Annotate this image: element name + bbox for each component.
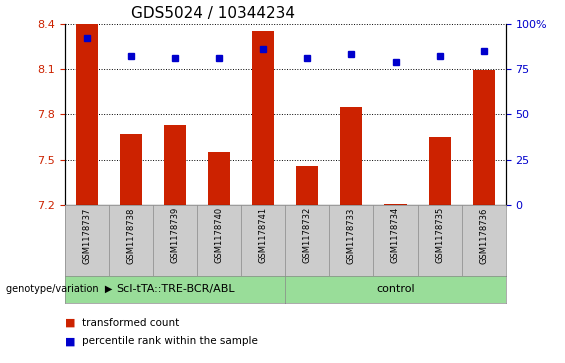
Bar — [384, 204, 406, 205]
Text: genotype/variation  ▶: genotype/variation ▶ — [6, 285, 112, 294]
Text: GSM1178741: GSM1178741 — [259, 207, 268, 263]
Bar — [252, 31, 275, 205]
Bar — [164, 125, 186, 205]
Bar — [472, 70, 494, 205]
Text: GSM1178739: GSM1178739 — [171, 207, 180, 264]
Text: ■: ■ — [65, 318, 76, 328]
Bar — [428, 137, 451, 205]
Bar — [340, 107, 363, 205]
Text: control: control — [376, 285, 415, 294]
Bar — [208, 152, 231, 205]
Text: GSM1178732: GSM1178732 — [303, 207, 312, 264]
Bar — [120, 134, 142, 205]
Text: GDS5024 / 10344234: GDS5024 / 10344234 — [131, 6, 295, 21]
Bar — [296, 166, 318, 205]
Text: ScI-tTA::TRE-BCR/ABL: ScI-tTA::TRE-BCR/ABL — [116, 285, 234, 294]
Bar — [76, 24, 98, 205]
Text: GSM1178736: GSM1178736 — [479, 207, 488, 264]
Text: percentile rank within the sample: percentile rank within the sample — [82, 336, 258, 346]
Text: GSM1178733: GSM1178733 — [347, 207, 356, 264]
Text: GSM1178740: GSM1178740 — [215, 207, 224, 263]
Text: ■: ■ — [65, 336, 76, 346]
Text: GSM1178735: GSM1178735 — [435, 207, 444, 264]
Text: GSM1178734: GSM1178734 — [391, 207, 400, 264]
Text: transformed count: transformed count — [82, 318, 179, 328]
Text: GSM1178738: GSM1178738 — [127, 207, 136, 264]
Text: GSM1178737: GSM1178737 — [82, 207, 92, 264]
